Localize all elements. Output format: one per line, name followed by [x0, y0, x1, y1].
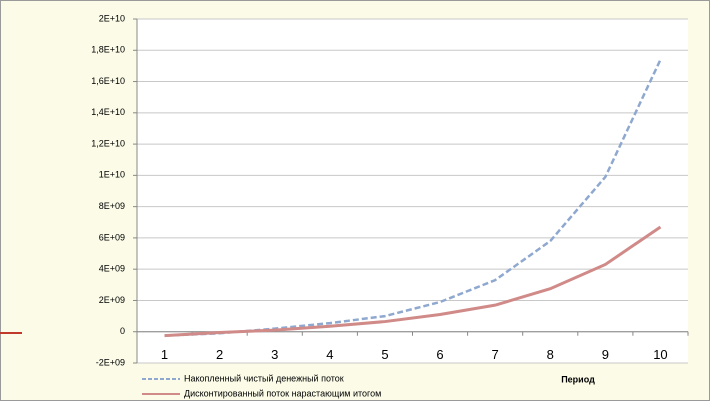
x-tick-label: 3	[271, 347, 278, 362]
y-tick-label: 1,4E+10	[91, 107, 125, 117]
legend-label: Накопленный чистый денежный поток	[184, 373, 344, 383]
y-tick-label: 4E+09	[99, 264, 125, 274]
x-tick-label: 7	[492, 347, 499, 362]
x-tick-label: 8	[547, 347, 554, 362]
x-tick-label: 6	[436, 347, 443, 362]
x-tick-label: 10	[653, 347, 667, 362]
plot-area	[137, 19, 688, 363]
series-line	[164, 225, 662, 338]
y-tick-label: -2E+09	[96, 357, 125, 367]
x-axis-title: Период	[561, 374, 595, 384]
y-tick-label: 2E+09	[99, 295, 125, 305]
legend-label: Дисконтированный поток нарастающим итого…	[184, 388, 381, 398]
y-tick-label: 1,2E+10	[91, 138, 125, 148]
y-tick-label: 2E+10	[99, 13, 125, 23]
x-tick-label: 9	[602, 347, 609, 362]
x-tick-label: 4	[326, 347, 333, 362]
y-tick-label: 1,8E+10	[91, 45, 125, 55]
y-tick-label: 6E+09	[99, 232, 125, 242]
y-tick-label: 8E+09	[99, 201, 125, 211]
x-tick-label: 2	[216, 347, 223, 362]
x-tick-label: 1	[161, 347, 168, 362]
x-tick-label: 5	[381, 347, 388, 362]
y-tick-label: 0	[120, 326, 125, 336]
y-tick-label: 1,6E+10	[91, 76, 125, 86]
y-tick-label: 1E+10	[99, 170, 125, 180]
